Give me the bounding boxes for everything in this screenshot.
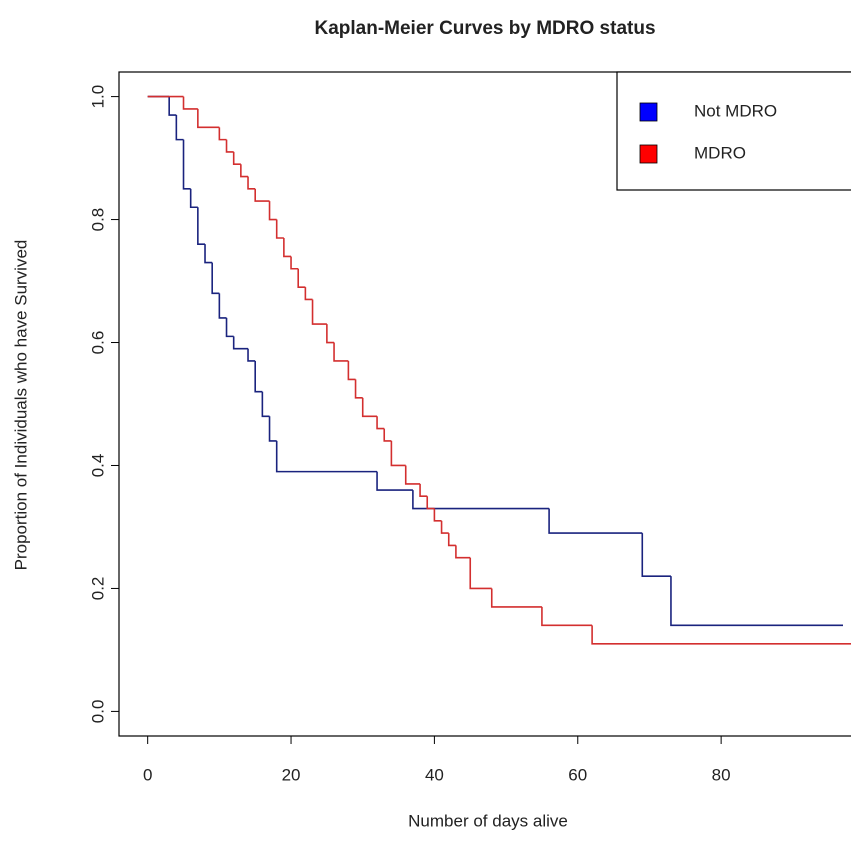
legend-label: MDRO	[694, 143, 746, 162]
survival-step	[311, 299, 327, 325]
survival-step	[333, 342, 349, 362]
y-tick-label: 0.8	[88, 208, 107, 232]
survival-step	[182, 139, 191, 190]
survival-step	[218, 127, 227, 141]
survival-step	[268, 201, 277, 221]
chart-title: Kaplan-Meier Curves by MDRO status	[314, 18, 655, 39]
survival-step	[168, 96, 177, 116]
survival-step	[419, 483, 428, 498]
survival-step	[275, 440, 378, 473]
survival-step	[361, 397, 378, 418]
legend-swatch	[639, 144, 658, 164]
y-tick-label: 1.0	[88, 85, 107, 109]
survival-step	[383, 428, 392, 442]
y-tick-label: 0.6	[88, 331, 107, 355]
survival-step	[455, 545, 471, 559]
survival-step	[354, 379, 363, 399]
survival-step	[254, 188, 270, 202]
survival-step	[197, 108, 220, 129]
legend-swatch	[639, 102, 658, 122]
survival-step	[175, 115, 184, 141]
survival-step	[240, 164, 249, 178]
survival-step	[390, 440, 406, 467]
survival-step	[440, 520, 449, 534]
survival-step	[247, 176, 256, 190]
x-tick-label: 80	[712, 765, 731, 784]
x-tick-label: 0	[143, 765, 152, 784]
survival-step	[376, 471, 413, 491]
survival-step	[211, 262, 220, 295]
legend-label: Not MDRO	[694, 101, 777, 120]
survival-step	[232, 336, 249, 350]
survival-step	[182, 96, 198, 110]
survival-step	[232, 151, 241, 166]
survival-step	[490, 588, 542, 608]
survival-step	[469, 557, 492, 590]
survival-step	[197, 207, 206, 245]
survival-step	[541, 606, 593, 627]
y-tick-label: 0.2	[88, 577, 107, 601]
x-axis-title: Number of days alive	[408, 811, 568, 830]
survival-step	[548, 508, 643, 534]
survival-step	[261, 391, 270, 418]
survival-step	[218, 293, 227, 319]
survival-step	[254, 360, 263, 393]
y-tick-label: 0.4	[88, 454, 107, 478]
survival-step	[426, 496, 435, 510]
legend-box	[616, 71, 851, 191]
survival-step	[347, 360, 356, 381]
x-tick-label: 60	[568, 765, 587, 784]
survival-step	[591, 625, 851, 645]
y-axis-title: Proportion of Individuals who have Survi…	[11, 240, 30, 571]
survival-step	[641, 533, 671, 577]
survival-step	[404, 465, 421, 485]
survival-step	[225, 317, 234, 338]
x-tick-label: 40	[425, 765, 444, 784]
survival-step	[247, 348, 256, 362]
survival-step	[189, 188, 198, 209]
survival-step	[412, 490, 550, 510]
survival-step	[268, 416, 277, 442]
survival-step	[670, 576, 843, 627]
survival-step	[225, 139, 234, 153]
survival-step	[304, 287, 313, 301]
survival-step	[283, 238, 292, 258]
survival-step	[204, 244, 213, 264]
survival-step	[376, 416, 385, 430]
survival-step	[297, 268, 306, 288]
survival-step	[275, 219, 284, 239]
survival-step	[326, 324, 335, 344]
survival-step	[433, 508, 442, 522]
x-tick-label: 20	[282, 765, 301, 784]
survival-step	[447, 533, 456, 547]
y-tick-label: 0.0	[88, 700, 107, 724]
survival-step	[290, 256, 299, 270]
